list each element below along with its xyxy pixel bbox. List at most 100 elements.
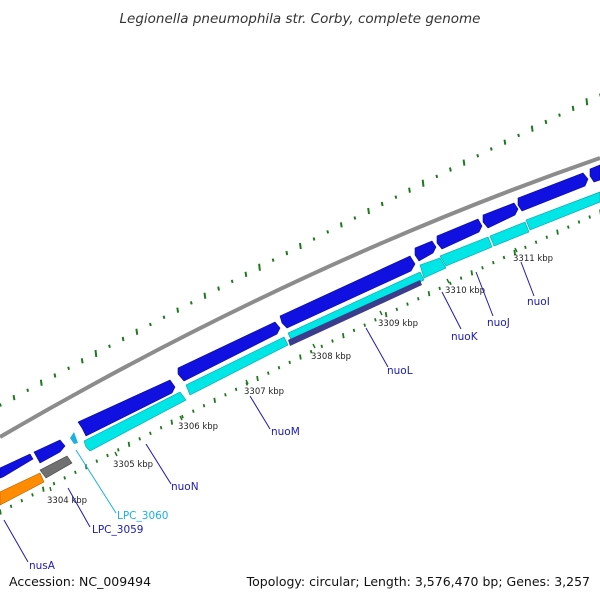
tick-mark [288,360,291,365]
tick-mark [417,297,420,301]
tick-mark [435,174,439,179]
gene-label-nuok: nuoK [451,331,479,343]
tick-mark [135,328,139,335]
gene-feature [489,221,530,247]
tick-mark [503,139,507,145]
tick-mark [567,225,570,229]
tick-mark [530,125,534,132]
leader-line [67,487,91,528]
gene-label-lpc-3059: LPC_3059 [92,524,144,536]
gene-feature [419,257,447,279]
leader-line [145,443,172,485]
tick-mark [108,344,111,349]
tick-mark [63,476,66,480]
tick-mark [277,365,281,370]
gene-feature [589,164,600,183]
tick-mark [502,255,506,260]
tick-mark [481,266,484,270]
major-tick [245,379,249,385]
tick-mark [438,286,441,291]
tick-mark [267,371,270,375]
tick-mark [230,279,234,284]
tick-mark [299,354,302,360]
forward-strand [0,164,600,479]
tick-mark [571,105,575,112]
tick-mark [256,375,259,382]
leader-line [520,261,535,297]
tick-mark [320,344,324,349]
scale-label: 3304 kbp [47,496,87,506]
tick-mark [312,237,316,241]
tick-mark [459,276,463,280]
tick-mark [326,230,330,234]
gene-label-nuoj: nuoJ [487,317,510,329]
tick-mark [217,286,220,291]
tick-mark [513,249,516,256]
tick-mark [95,459,99,463]
tick-mark [588,215,591,219]
tick-mark [585,98,589,106]
tick-mark [449,281,452,286]
major-tick [179,415,183,421]
tick-mark [524,245,527,250]
major-tick [114,451,118,457]
leader-line [475,271,494,317]
tick-mark [258,263,261,271]
backbone-line [0,156,600,439]
gene-label-nuol: nuoL [387,365,413,377]
dark-cds-feature [288,280,422,346]
tick-mark [127,441,131,447]
tick-mark [544,119,548,125]
scale-label: 3306 kbp [178,422,218,432]
tick-mark [342,333,345,339]
gc-content-ticks [0,93,600,407]
nuom-reverse-feature [185,336,289,396]
tick-mark [26,388,30,392]
tick-mark [395,307,399,312]
major-tick [446,278,450,284]
major-tick [49,486,52,492]
tick-mark [176,307,180,313]
tick-mark [224,393,227,397]
leader-line [365,327,389,368]
tick-mark [309,349,313,354]
tick-mark [12,394,16,401]
scale-label: 3310 kbp [445,286,485,296]
scale-label: 3307 kbp [244,387,284,397]
tick-mark [53,373,57,378]
tick-mark [449,167,452,172]
tick-mark [421,179,425,187]
tick-mark [117,448,120,452]
tick-mark [367,207,370,215]
genome-summary-text: Topology: circular; Length: 3,576,470 bp… [246,574,590,589]
tick-mark [39,379,43,386]
nuoi-feature [482,202,519,229]
gene-feature [517,172,589,212]
leader-line [249,395,271,430]
tick-mark [189,301,193,305]
tick-mark [159,425,163,430]
gene-labels: nusA LPC_3059 LPC_3060 nuoN nuoM nuoL nu… [29,296,550,572]
scale-major-ticks: 3304 kbp 3305 kbp 3306 kbp 3307 kbp 3308… [47,247,553,506]
tick-mark [202,403,206,408]
tick-mark [476,154,480,158]
nuom-feature [177,321,281,382]
tick-mark [492,260,495,265]
nuon-reverse-feature [83,391,187,452]
accession-text: Accession: NC_009494 [9,574,151,589]
tick-mark [462,159,466,166]
gene-feature [439,236,493,267]
tick-mark [363,323,366,327]
tick-mark [408,187,411,193]
tick-mark [271,258,275,262]
tick-mark [245,382,249,386]
tick-mark [374,318,377,322]
scale-label: 3311 kbp [513,254,553,264]
tick-mark [138,437,141,441]
tick-mark [234,387,238,392]
map-title: Legionella pneumophila str. Corby, compl… [120,11,481,27]
nuon-feature [77,379,176,437]
gene-label-nuom: nuoM [271,426,300,438]
tick-mark [384,311,388,318]
tick-mark [427,290,431,297]
